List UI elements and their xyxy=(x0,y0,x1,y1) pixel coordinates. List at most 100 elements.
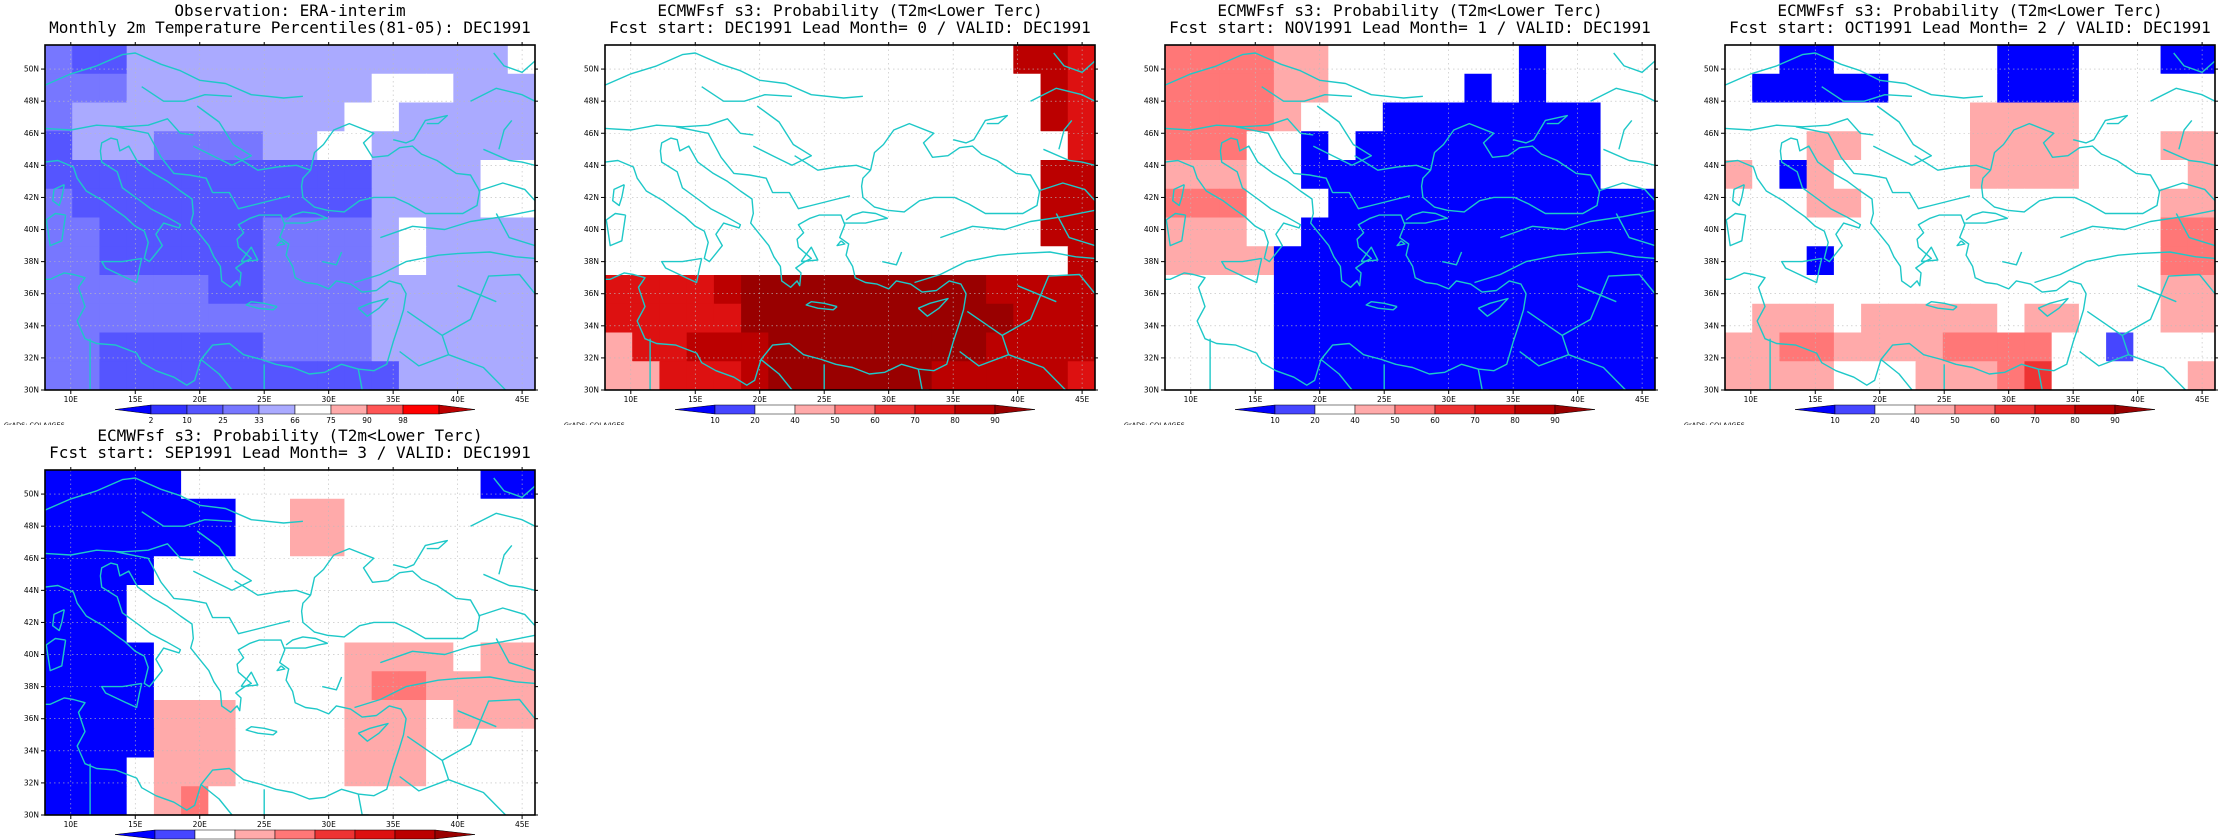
grid-cell xyxy=(126,303,155,334)
grid-cell xyxy=(1040,361,1069,390)
grid-cell xyxy=(2051,275,2080,305)
grid-cell xyxy=(1382,188,1411,219)
grid-cell xyxy=(1779,131,1808,161)
grid-cell xyxy=(507,188,535,219)
grid-cell xyxy=(2078,332,2107,362)
grid-cell xyxy=(1915,361,1944,390)
grid-cell xyxy=(1382,303,1411,334)
lat-tick-label: 46N xyxy=(1144,129,1159,138)
grid-cell xyxy=(1165,102,1193,132)
colorbar-swatch xyxy=(314,829,356,840)
grid-cell xyxy=(1328,303,1357,334)
lat-tick-label: 36N xyxy=(1144,289,1159,298)
grid-cell xyxy=(317,786,346,815)
colorbar-swatch xyxy=(330,404,368,415)
coastline-path xyxy=(493,477,535,498)
grid-cell xyxy=(426,45,454,75)
coastline-path xyxy=(45,118,194,136)
coastline-path xyxy=(959,310,1010,367)
colorbar: 10 20 40 50 60 70 80 90 xyxy=(1794,404,2156,425)
lon-tick-label: 25E xyxy=(1377,395,1392,404)
grid-cell xyxy=(1725,131,1753,161)
lat-tick-label: 44N xyxy=(1704,161,1719,170)
grid-cell xyxy=(1915,102,1944,132)
grid-cell xyxy=(2024,217,2053,247)
grid-cell xyxy=(426,332,454,362)
grid-cell xyxy=(99,786,128,815)
grid-cell xyxy=(507,303,535,334)
grid-cell xyxy=(768,303,797,334)
grid-cell xyxy=(850,73,878,104)
lon-tick-label: 10E xyxy=(64,395,79,404)
grid-cell xyxy=(1328,45,1357,75)
grid-cell xyxy=(453,102,482,132)
coastline-path xyxy=(357,368,369,390)
grid-cell xyxy=(45,246,73,276)
grid-cell xyxy=(507,642,535,672)
grid-cell xyxy=(480,786,509,815)
grid-cell xyxy=(1219,361,1248,390)
grid-cell xyxy=(1382,102,1411,132)
coastline-path xyxy=(495,638,535,672)
grid-cell xyxy=(126,498,155,529)
grid-cell xyxy=(605,73,633,104)
lat-tick-label: 40N xyxy=(584,225,599,234)
grid-cell xyxy=(398,160,427,190)
grid-cell xyxy=(72,642,101,672)
lat-tick-label: 44N xyxy=(24,161,39,170)
panel-title-line2: Fcst start: NOV1991 Lead Month= 1 / VALI… xyxy=(1169,18,1651,37)
coastline-path xyxy=(483,148,535,166)
grid-cell xyxy=(290,102,318,132)
grid-cell xyxy=(208,613,237,644)
grid-cell xyxy=(1491,246,1520,276)
coastline-path xyxy=(836,240,846,247)
grid-cell xyxy=(2078,73,2107,104)
grid-cell xyxy=(45,470,73,500)
panel-title-line2: Monthly 2m Temperature Percentiles(81-05… xyxy=(49,18,531,37)
grid-cell xyxy=(2051,102,2080,132)
grid-cell xyxy=(2078,102,2107,132)
grid-cell xyxy=(2078,361,2107,390)
lon-tick-label: 30E xyxy=(2002,395,2017,404)
coastline-path xyxy=(1963,211,2009,224)
grid-cell xyxy=(659,131,688,161)
lat-tick-label: 30N xyxy=(1144,386,1159,395)
grid-cell xyxy=(181,757,209,787)
grid-cell xyxy=(659,73,688,104)
grid-cell xyxy=(1627,131,1655,161)
grid-cell xyxy=(1219,217,1248,247)
grid-cell xyxy=(344,671,373,701)
coastline-path xyxy=(914,251,1095,284)
coastline-path xyxy=(1925,301,1958,311)
lat-tick-label: 48N xyxy=(1144,97,1159,106)
colorbar-label: 60 xyxy=(870,416,880,425)
grid-cell xyxy=(1779,303,1808,334)
coastline-path xyxy=(354,251,535,284)
grid-cell xyxy=(632,332,661,362)
grid-cell xyxy=(507,361,535,390)
grid-cell xyxy=(986,45,1014,75)
grid-cell xyxy=(2051,246,2080,276)
grid-cell xyxy=(398,188,427,219)
grid-cell xyxy=(45,786,73,815)
lat-tick-label: 48N xyxy=(584,97,599,106)
coastline-path xyxy=(2037,297,2069,317)
grid-cell xyxy=(1806,102,1835,132)
grid-cell xyxy=(1997,303,2026,334)
grid-cell xyxy=(99,45,128,75)
coastline-path xyxy=(605,52,863,99)
lon-tick-label: 25E xyxy=(817,395,832,404)
grid-cell xyxy=(72,73,101,104)
grid-cell xyxy=(1546,275,1574,305)
grid-cell xyxy=(904,246,933,276)
lat-tick-label: 50N xyxy=(1704,65,1719,74)
grid-cell xyxy=(1491,160,1520,190)
grid-cell xyxy=(453,671,482,701)
grid-cell xyxy=(398,361,427,390)
grid-cell xyxy=(768,188,797,219)
grid-cell xyxy=(904,332,933,362)
grid-cell xyxy=(371,527,400,557)
grid-cell xyxy=(99,160,128,190)
grid-cell xyxy=(208,585,237,615)
coastline-path xyxy=(605,118,754,136)
